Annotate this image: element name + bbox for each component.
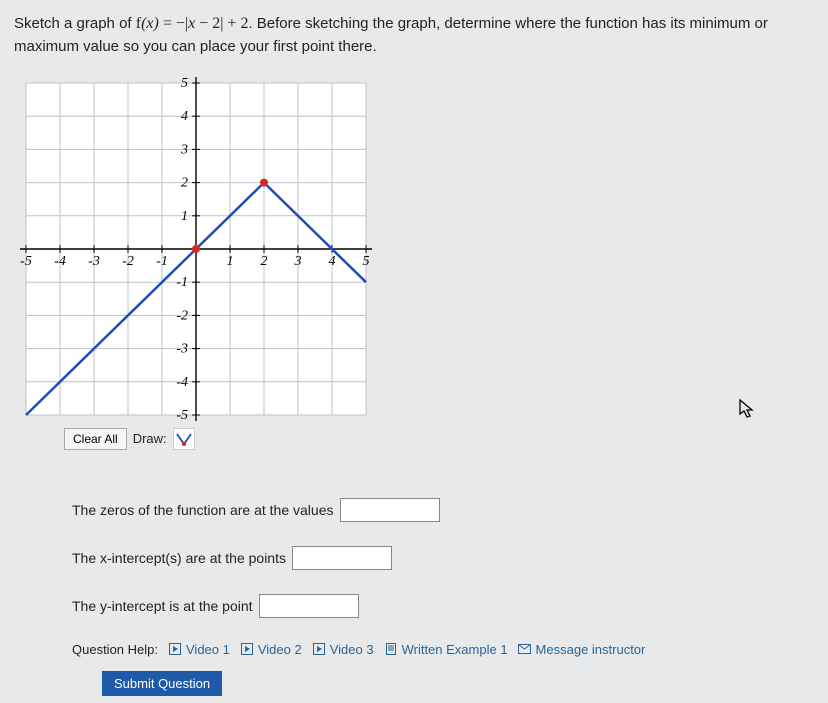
message-text: Message instructor	[536, 642, 646, 657]
play-icon	[168, 642, 182, 656]
question-prefix: Sketch a graph of	[14, 15, 136, 32]
help-label: Question Help:	[72, 642, 158, 657]
submit-question-button[interactable]: Submit Question	[102, 671, 222, 696]
svg-text:-4: -4	[176, 374, 188, 389]
play-icon	[240, 642, 254, 656]
svg-text:-1: -1	[176, 275, 188, 290]
play-icon	[312, 642, 326, 656]
video3-link[interactable]: Video 3	[312, 642, 374, 657]
question-text: Sketch a graph of f(x) = −|x − 2| + 2. B…	[14, 12, 814, 59]
yint-label: The y-intercept is at the point	[72, 598, 253, 614]
answers-section: The zeros of the function are at the val…	[72, 498, 814, 618]
xint-input[interactable]	[292, 546, 392, 570]
svg-text:3: 3	[180, 142, 188, 157]
clear-all-button[interactable]: Clear All	[64, 428, 127, 450]
draw-tool-vshape[interactable]	[173, 428, 195, 450]
svg-text:-2: -2	[176, 308, 188, 323]
question-help-row: Question Help: Video 1 Video 2 Video 3 W…	[72, 642, 814, 657]
draw-label: Draw:	[133, 431, 167, 446]
cursor-icon	[738, 398, 756, 425]
svg-text:-5: -5	[20, 254, 32, 269]
svg-text:-3: -3	[176, 341, 188, 356]
yint-row: The y-intercept is at the point	[72, 594, 814, 618]
svg-text:4: 4	[181, 109, 188, 124]
svg-text:1: 1	[227, 254, 234, 269]
video2-text: Video 2	[258, 642, 302, 657]
svg-text:2: 2	[261, 254, 268, 269]
graph-canvas[interactable]: -5 -4 -3 -2 -1 1 2 3 4 5 -5 -4 -3 -2 -1 1 2 3 4 5	[6, 77, 376, 425]
video3-text: Video 3	[330, 642, 374, 657]
mail-icon	[518, 642, 532, 656]
graph-area[interactable]: -5 -4 -3 -2 -1 1 2 3 4 5 -5 -4 -3 -2 -1 1 2 3 4 5 Clear All…	[6, 77, 814, 450]
svg-text:-1: -1	[156, 254, 168, 269]
video1-link[interactable]: Video 1	[168, 642, 230, 657]
svg-text:-5: -5	[176, 408, 188, 423]
svg-text:1: 1	[181, 208, 188, 223]
svg-text:4: 4	[329, 254, 336, 269]
svg-text:5: 5	[363, 254, 370, 269]
svg-text:2: 2	[181, 175, 188, 190]
svg-text:-3: -3	[88, 254, 100, 269]
svg-text:-4: -4	[54, 254, 66, 269]
message-instructor-link[interactable]: Message instructor	[518, 642, 646, 657]
written-example-link[interactable]: Written Example 1	[384, 642, 508, 657]
svg-text:3: 3	[294, 254, 302, 269]
written-text: Written Example 1	[402, 642, 508, 657]
yint-input[interactable]	[259, 594, 359, 618]
video2-link[interactable]: Video 2	[240, 642, 302, 657]
xint-row: The x-intercept(s) are at the points	[72, 546, 814, 570]
zeros-row: The zeros of the function are at the val…	[72, 498, 814, 522]
svg-text:5: 5	[181, 77, 188, 91]
svg-text:-2: -2	[122, 254, 134, 269]
zeros-label: The zeros of the function are at the val…	[72, 502, 334, 518]
zeros-input[interactable]	[340, 498, 440, 522]
question-math: f(x) = −|x − 2| + 2	[136, 15, 249, 32]
video1-text: Video 1	[186, 642, 230, 657]
document-icon	[384, 642, 398, 656]
xint-label: The x-intercept(s) are at the points	[72, 550, 286, 566]
